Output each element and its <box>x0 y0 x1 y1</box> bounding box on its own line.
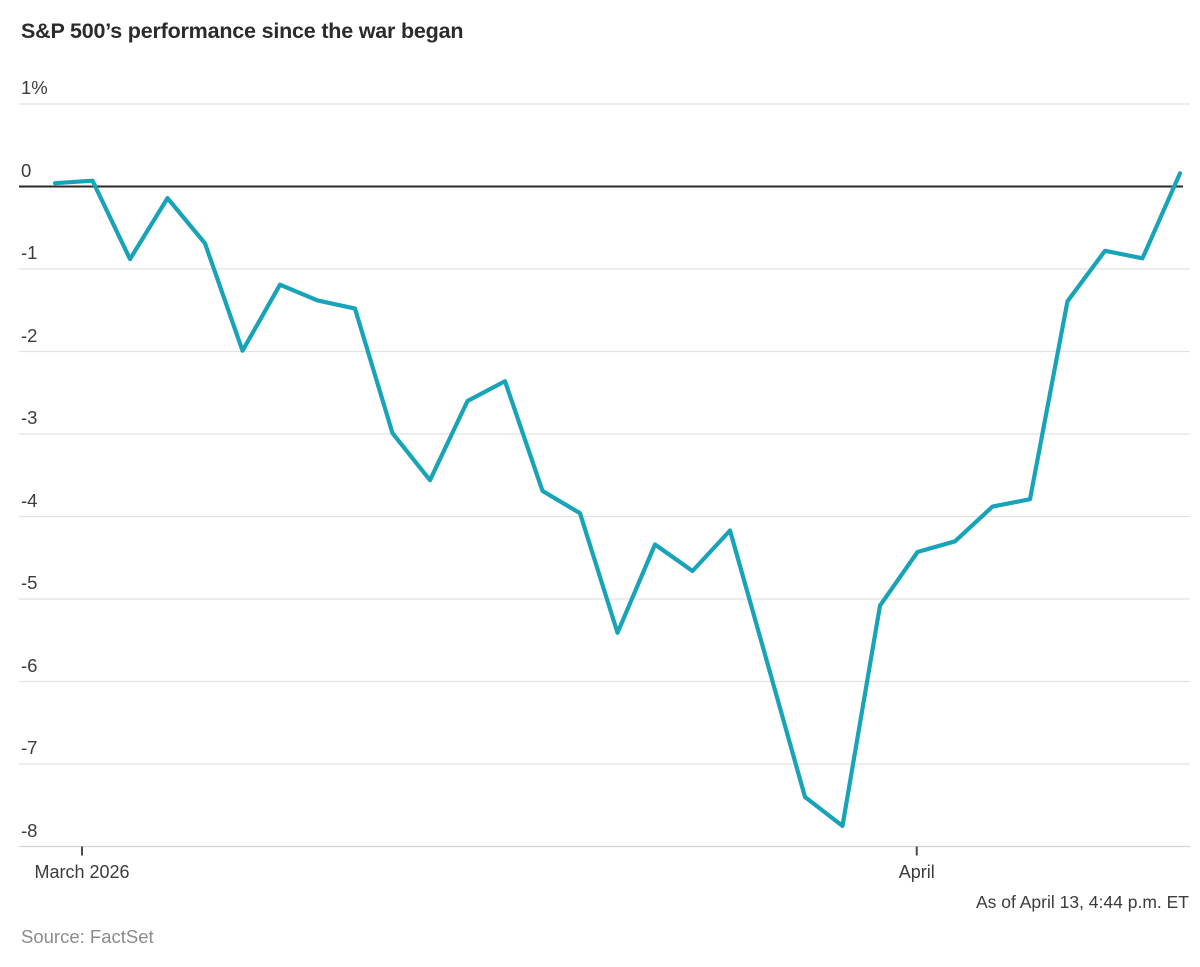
y-axis-label: 0 <box>21 159 32 181</box>
y-axis-label: -7 <box>21 737 38 758</box>
y-axis-label: -2 <box>21 324 38 346</box>
sp500-series-line <box>52 171 1183 829</box>
y-axis-label: -1 <box>21 242 38 263</box>
y-axis-label: -3 <box>21 407 38 428</box>
as-of-timestamp: As of April 13, 4:44 p.m. ET <box>975 892 1189 912</box>
y-axis-label: -8 <box>21 819 38 841</box>
y-axis-label: -4 <box>21 489 38 511</box>
y-axis-label: -5 <box>21 572 38 593</box>
y-axis-label: 1% <box>21 77 48 98</box>
source-attribution: Source: FactSet <box>21 926 154 947</box>
y-axis-label: -6 <box>21 654 38 676</box>
x-axis-label: April <box>898 862 935 882</box>
x-axis-label: March 2026 <box>34 862 130 882</box>
chart-title: S&P 500’s performance since the war bega… <box>21 19 464 43</box>
